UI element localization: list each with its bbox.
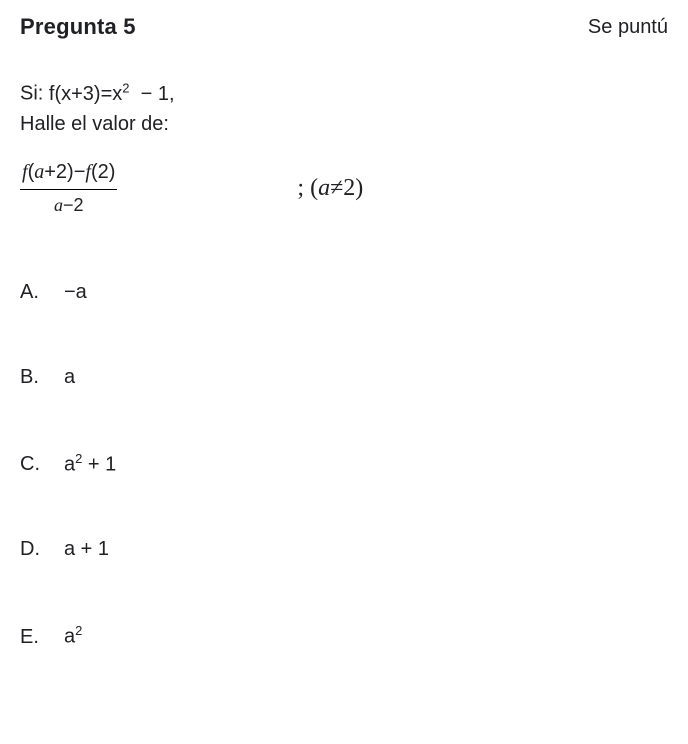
option-b[interactable]: B. a <box>20 366 668 389</box>
option-e[interactable]: E. a2 <box>20 623 668 649</box>
prompt-line-2: Halle el valor de: <box>20 109 668 139</box>
prompt-prefix: Si: <box>20 83 49 105</box>
prompt-block: Si: f(x+3)=x2 − 1, Halle el valor de: f(… <box>20 78 668 219</box>
option-a[interactable]: A. −a <box>20 281 668 304</box>
option-letter: B. <box>20 366 64 389</box>
option-value: −a <box>64 281 87 304</box>
option-value: a2 + 1 <box>64 451 116 477</box>
question-title: Pregunta 5 <box>20 14 136 40</box>
prompt-line-1: Si: f(x+3)=x2 − 1, <box>20 78 668 109</box>
expression-row: f(a+2)−f(2) a−2 ; (a≠2) <box>20 157 668 219</box>
option-value: a <box>64 366 75 389</box>
option-letter: C. <box>20 453 64 476</box>
question-container: Pregunta 5 Se puntú Si: f(x+3)=x2 − 1, H… <box>0 0 688 744</box>
options-list: A. −a B. a C. a2 + 1 D. a + 1 E. a2 <box>20 281 668 649</box>
prompt-expression-1: f(x+3)=x2 − 1, <box>49 83 175 105</box>
option-c[interactable]: C. a2 + 1 <box>20 451 668 477</box>
option-value: a2 <box>64 623 82 649</box>
fraction-denominator: a−2 <box>20 190 117 219</box>
option-d[interactable]: D. a + 1 <box>20 538 668 561</box>
score-label: Se puntú <box>588 16 668 39</box>
condition: ; (a≠2) <box>297 170 363 206</box>
fraction: f(a+2)−f(2) a−2 <box>20 157 117 219</box>
option-letter: E. <box>20 626 64 649</box>
option-letter: D. <box>20 538 64 561</box>
header-row: Pregunta 5 Se puntú <box>20 14 668 40</box>
fraction-numerator: f(a+2)−f(2) <box>20 157 117 190</box>
option-letter: A. <box>20 281 64 304</box>
option-value: a + 1 <box>64 538 109 561</box>
